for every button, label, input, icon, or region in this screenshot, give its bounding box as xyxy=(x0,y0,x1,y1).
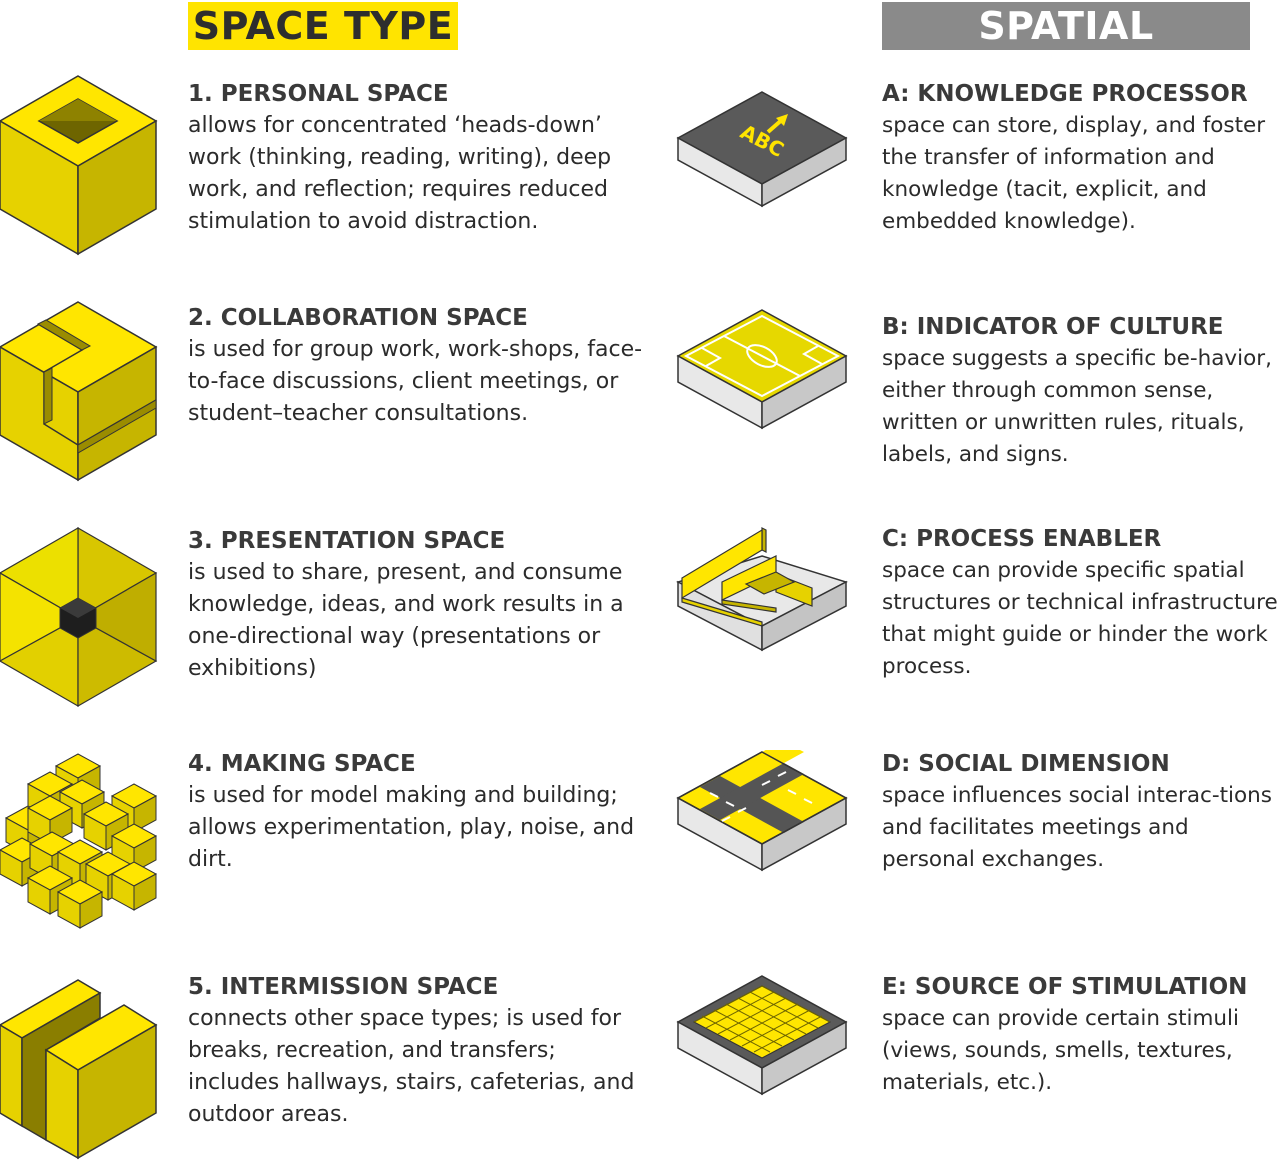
entry-description: is used for model making and building; a… xyxy=(188,783,635,872)
intermission-space-entry: 5. INTERMISSION SPACE connects other spa… xyxy=(188,971,648,1131)
crossroads-platform-icon xyxy=(676,750,848,872)
entry-title: 1. PERSONAL SPACE xyxy=(188,81,449,107)
entry-description: space can store, display, and foster the… xyxy=(882,113,1266,234)
collaboration-space-entry: 2. COLLABORATION SPACE is used for group… xyxy=(188,302,648,430)
cube-with-opening-icon xyxy=(0,75,158,256)
making-space-entry: 4. MAKING SPACE is used for model making… xyxy=(188,748,648,876)
entry-title: 5. INTERMISSION SPACE xyxy=(188,974,499,1000)
entry-description: is used for group work, work-shops, face… xyxy=(188,337,643,426)
entry-description: space suggests a specific be-havior, eit… xyxy=(882,346,1272,467)
knowledge-processor-entry: A: KNOWLEDGE PROCESSOR space can store, … xyxy=(882,78,1286,238)
source-of-stimulation-entry: E: SOURCE OF STIMULATION space can provi… xyxy=(882,971,1286,1099)
entry-title: D: SOCIAL DIMENSION xyxy=(882,751,1170,777)
entry-title: B: INDICATOR OF CULTURE xyxy=(882,314,1224,340)
personal-space-entry: 1. PERSONAL SPACE allows for concentrate… xyxy=(188,78,648,238)
pyramid-texture-platform-icon xyxy=(676,975,848,1096)
spatial-quality-header: SPATIAL QUALITY xyxy=(882,2,1250,96)
abc-arrow-platform-icon: ABC xyxy=(676,91,848,208)
process-enabler-entry: C: PROCESS ENABLER space can provide spe… xyxy=(882,523,1286,683)
entry-description: connects other space types; is used for … xyxy=(188,1006,635,1127)
entry-title: 2. COLLABORATION SPACE xyxy=(188,305,528,331)
entry-description: space can provide certain stimuli (views… xyxy=(882,1006,1239,1095)
entry-description: allows for concentrated ‘heads-down’ wor… xyxy=(188,113,612,234)
football-pitch-platform-icon xyxy=(676,309,848,430)
indicator-of-culture-entry: B: INDICATOR OF CULTURE space suggests a… xyxy=(882,311,1286,471)
presentation-space-entry: 3. PRESENTATION SPACE is used to share, … xyxy=(188,525,648,685)
small-cubes-cluster-icon xyxy=(0,753,157,929)
entry-description: space can provide specific spatial struc… xyxy=(882,558,1278,679)
hollow-cube-center-icon xyxy=(0,526,158,708)
entry-description: space influences social interac-tions an… xyxy=(882,783,1272,872)
entry-title: 3. PRESENTATION SPACE xyxy=(188,528,506,554)
social-dimension-entry: D: SOCIAL DIMENSION space influences soc… xyxy=(882,748,1286,876)
entry-description: is used to share, present, and consume k… xyxy=(188,560,624,681)
spiral-walls-platform-icon xyxy=(676,527,848,652)
entry-title: A: KNOWLEDGE PROCESSOR xyxy=(882,81,1248,107)
corridor-blocks-icon xyxy=(0,979,158,1160)
entry-title: C: PROCESS ENABLER xyxy=(882,526,1162,552)
split-cube-icon xyxy=(0,301,158,482)
entry-title: 4. MAKING SPACE xyxy=(188,751,416,777)
space-type-header: SPACE TYPE xyxy=(188,2,458,50)
entry-title: E: SOURCE OF STIMULATION xyxy=(882,974,1248,1000)
